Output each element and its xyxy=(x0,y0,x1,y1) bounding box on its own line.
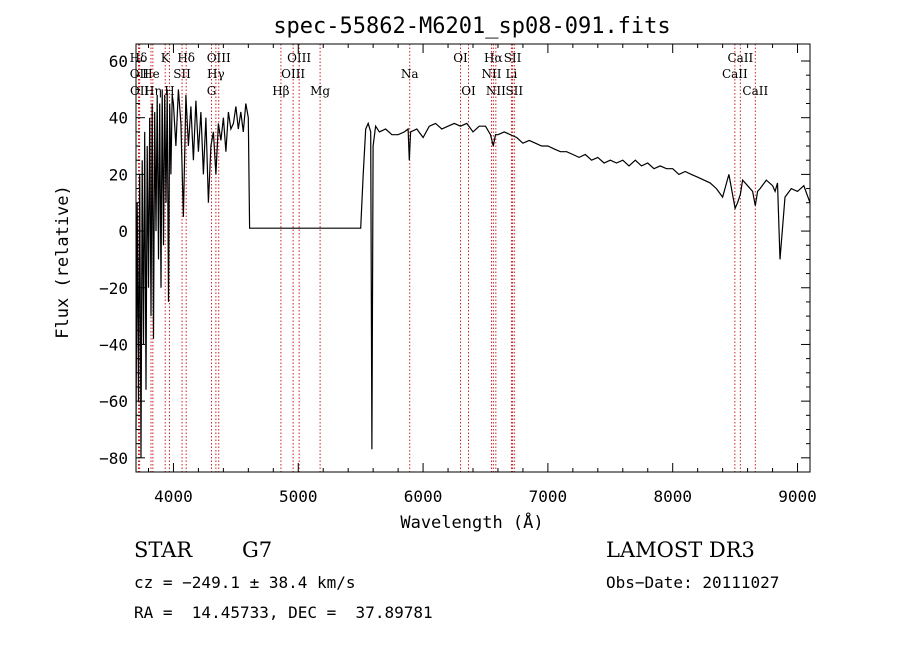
x-tick-label-1: 5000 xyxy=(279,487,318,506)
line-label-23: Mg xyxy=(310,84,330,98)
survey-name: LAMOST DR3 xyxy=(606,538,755,562)
line-label-13: OIII xyxy=(281,67,305,81)
x-tick-label-4: 8000 xyxy=(653,487,692,506)
line-label-10: He xyxy=(142,67,160,81)
plot-frame xyxy=(135,43,811,473)
line-label-26: SII xyxy=(505,84,523,98)
line-label-16: Li xyxy=(506,67,518,81)
x-axis: 4000 5000 6000 7000 8000 9000 xyxy=(147,44,817,506)
chart-title: spec-55862-M6201_sp08-091.fits xyxy=(273,14,670,39)
line-label-4: OIII xyxy=(287,51,311,65)
line-label-0: Hδ xyxy=(130,51,148,65)
y-tick-label-0: −80 xyxy=(99,449,128,468)
y-tick-label-5: 20 xyxy=(109,165,128,184)
line-label-27: CaII xyxy=(742,84,768,98)
line-label-1: K xyxy=(161,51,171,65)
line-label-11: SII xyxy=(173,67,191,81)
object-subclass: G7 xyxy=(242,538,273,562)
x-tick-label-5: 9000 xyxy=(778,487,817,506)
x-tick-label-2: 6000 xyxy=(404,487,443,506)
line-label-12: Hγ xyxy=(207,67,225,81)
line-label-21: G xyxy=(207,84,217,98)
line-label-5: OI xyxy=(453,51,468,65)
spectrum-line xyxy=(135,89,811,458)
redshift-velocity: cz = −249.1 ± 38.4 km/s xyxy=(134,573,356,592)
line-label-3: OIII xyxy=(207,51,231,65)
y-tick-label-3: −20 xyxy=(99,279,128,298)
line-label-22: Hβ xyxy=(272,84,289,98)
line-label-7: SII xyxy=(504,51,522,65)
line-label-17: CaII xyxy=(722,67,748,81)
x-tick-label-3: 7000 xyxy=(529,487,568,506)
line-label-6: Hα xyxy=(484,51,503,65)
y-tick-label-6: 40 xyxy=(109,109,128,128)
coordinates: RA = 14.45733, DEC = 37.89781 xyxy=(134,603,433,622)
line-label-24: OI xyxy=(461,84,476,98)
x-axis-label: Wavelength (Å) xyxy=(400,511,543,533)
line-label-2: Hδ xyxy=(177,51,195,65)
line-label-25: NII xyxy=(486,84,506,98)
line-label-14: Na xyxy=(401,67,419,81)
y-axis-label: Flux (relative) xyxy=(53,185,73,339)
spectral-line-markers xyxy=(137,44,756,472)
line-label-18: OII xyxy=(130,84,150,98)
y-tick-label-1: −60 xyxy=(99,392,128,411)
line-label-19: Hη xyxy=(144,84,162,98)
y-tick-label-4: 0 xyxy=(118,222,128,241)
line-label-15: NII xyxy=(481,67,501,81)
object-class: STAR xyxy=(134,538,193,562)
line-label-9: OII xyxy=(130,67,150,81)
y-tick-label-2: −40 xyxy=(99,335,128,354)
y-axis: −80 −60 −40 −20 0 20 40 60 xyxy=(99,52,810,468)
line-label-20: H xyxy=(164,84,174,98)
observation-date: Obs−Date: 20111027 xyxy=(606,573,780,592)
line-label-8: CaII xyxy=(727,51,753,65)
x-tick-label-0: 4000 xyxy=(154,487,193,506)
y-tick-label-7: 60 xyxy=(109,52,128,71)
